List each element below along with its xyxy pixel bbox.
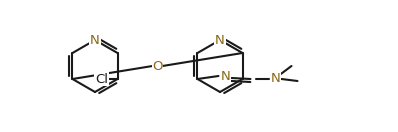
Text: Cl: Cl [95,72,108,86]
Text: N: N [220,70,230,84]
Text: N: N [215,34,225,46]
Text: N: N [271,72,280,86]
Text: N: N [90,34,100,46]
Text: O: O [152,60,163,72]
